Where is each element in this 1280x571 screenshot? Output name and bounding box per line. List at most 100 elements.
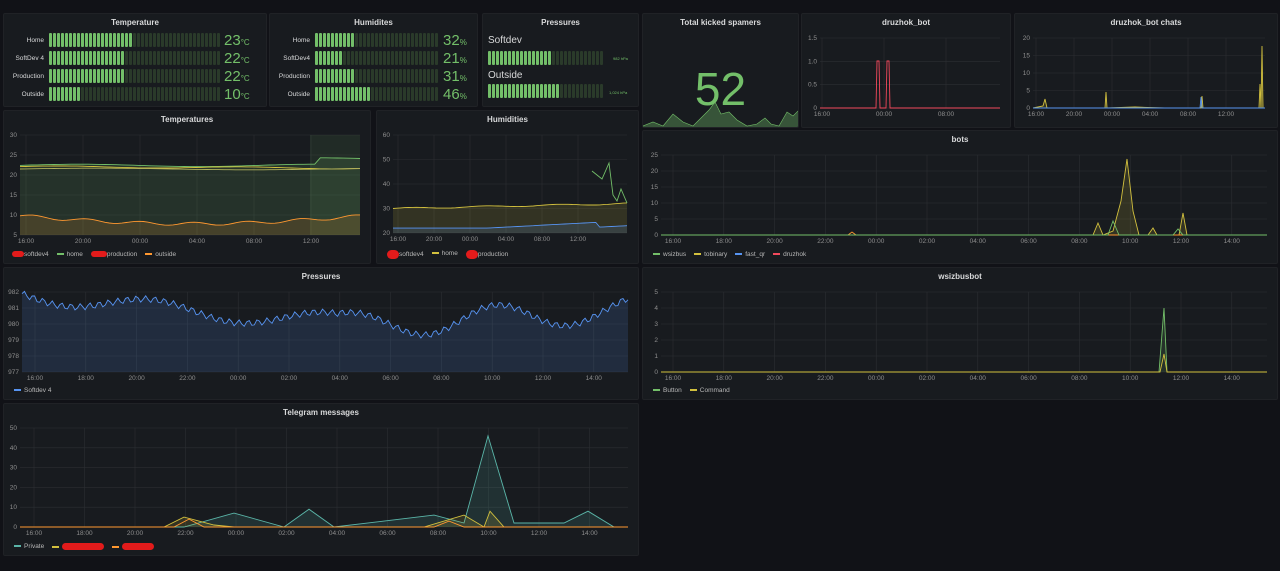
- legend-item-softdev4[interactable]: softdev4: [387, 250, 424, 259]
- x-tick-label: 04:00: [189, 238, 206, 245]
- legend-item-home[interactable]: home: [431, 250, 458, 259]
- y-tick-label: 30: [10, 465, 18, 472]
- legend-item-wsizbus[interactable]: wsizbus: [653, 251, 686, 258]
- kicked-spamers-stat-panel[interactable]: Total kicked spamers 52: [642, 13, 799, 128]
- gauge-value: 46%: [443, 86, 467, 103]
- gauge-value: 10°C: [224, 86, 250, 103]
- legend-item-tobinary[interactable]: tobinary: [694, 251, 727, 258]
- x-tick-label: 08:00: [433, 375, 450, 382]
- telegram-messages-chart: 50 40 30 20 10 0 16:00 18:00 20:00 22:00 00:00 02:0…: [10, 425, 628, 537]
- x-tick-label: 10:00: [480, 530, 497, 537]
- legend-item-production[interactable]: production: [90, 251, 137, 258]
- x-tick-label: 04:00: [498, 236, 515, 243]
- legend-item-softdev-4[interactable]: Softdev 4: [14, 387, 51, 394]
- y-tick-label: 40: [383, 181, 391, 188]
- chats-series-blue: [1033, 96, 1265, 109]
- x-tick-label: 08:00: [430, 530, 447, 537]
- gauge-label: Outside: [287, 91, 310, 98]
- y-tick-label: 25: [651, 152, 659, 159]
- wsizbusbot-chart: 5 4 3 2 1 0 16:00 18:00 20:00 22:00 00:00 02:00 04:0…: [654, 289, 1267, 382]
- x-tick-label: 14:00: [1224, 238, 1241, 245]
- y-tick-label: 981: [8, 305, 19, 312]
- x-tick-label: 00:00: [132, 238, 149, 245]
- legend-item-private[interactable]: Private: [14, 543, 44, 550]
- x-tick-label: 16:00: [26, 530, 43, 537]
- temps-outside: [19, 214, 360, 226]
- wsizbusbot-panel[interactable]: wsizbusbot 5 4 3 2 1 0 16:00 18:00 20:00 22:00 00:…: [642, 267, 1278, 400]
- gauge-value: 23°C: [224, 32, 250, 49]
- y-tick-label: 5: [654, 289, 658, 296]
- x-tick-label: 18:00: [716, 238, 733, 245]
- temps-softdev4: [19, 165, 361, 170]
- gauge-value: 31%: [443, 68, 467, 85]
- y-tick-label: 0: [1026, 105, 1030, 112]
- panel-title: Pressures: [301, 272, 341, 281]
- y-tick-label: 30: [383, 206, 391, 213]
- pressure-label-softdev: Softdev: [488, 35, 522, 46]
- y-tick-label: 25: [10, 152, 18, 159]
- x-tick-label: 22:00: [817, 375, 834, 382]
- x-tick-label: 18:00: [78, 375, 95, 382]
- humidities-panel[interactable]: Humidities 60 50 40 30 20 16:00 20:00 00:00 04:0…: [376, 110, 639, 264]
- bots-legend: wsizbus tobinary fast_qr druzhok: [653, 251, 806, 258]
- temperatures-panel[interactable]: Temperatures 30 25 20 15 10 5 16:00 20:00 00:00 0…: [3, 110, 371, 264]
- gauge-label: SoftDev 4: [15, 55, 44, 62]
- pressure-gauge-panel[interactable]: Pressures Softdev 982 hPa Outside 1,024 …: [482, 13, 639, 107]
- x-tick-label: 00:00: [462, 236, 479, 243]
- bots-panel[interactable]: bots 25 20 15 10 5 0 16:00 18:00 20:00 22:00 00:00…: [642, 130, 1278, 264]
- x-tick-label: 18:00: [76, 530, 93, 537]
- x-tick-label: 08:00: [938, 111, 955, 118]
- y-tick-label: 977: [8, 369, 19, 376]
- gauge-row: Home 23°C: [4, 32, 266, 49]
- druzhok-chats-panel[interactable]: druzhok_bot chats 20 15 10 5 0 16:00 20:00 00:0…: [1014, 13, 1278, 128]
- y-tick-label: 20: [10, 172, 18, 179]
- legend-item-druzhok[interactable]: druzhok: [773, 251, 806, 258]
- legend-item-redacted-1[interactable]: [52, 543, 105, 550]
- x-tick-label: 16:00: [665, 238, 682, 245]
- humidities-legend: softdev4 home production: [387, 250, 508, 259]
- x-tick-label: 02:00: [919, 238, 936, 245]
- gauge-row: SoftDev4 21%: [270, 50, 477, 67]
- telegram-messages-panel[interactable]: Telegram messages 50 40 30 20 10 0 16:00 18:00 2…: [3, 403, 639, 556]
- legend-item-softdev4[interactable]: softdev4: [12, 251, 49, 258]
- panel-title: Humidites: [354, 18, 393, 27]
- x-tick-label: 02:00: [281, 375, 298, 382]
- x-tick-label: 16:00: [18, 238, 35, 245]
- x-tick-label: 16:00: [390, 236, 407, 243]
- gauge-value: 21%: [443, 50, 467, 67]
- legend-item-home[interactable]: home: [56, 251, 83, 258]
- panel-title: Temperature: [111, 18, 159, 27]
- legend-item-fast-qr[interactable]: fast_qr: [735, 251, 765, 258]
- gauge-value: 22°C: [224, 68, 250, 85]
- temperature-gauge-panel[interactable]: Temperature Home 23°C SoftDev 4 22°C Product…: [3, 13, 267, 107]
- gauge-row: Production 31%: [270, 68, 477, 85]
- telegram-private-area: [20, 435, 628, 527]
- legend-item-command[interactable]: Command: [689, 387, 730, 394]
- y-tick-label: 979: [8, 337, 19, 344]
- pressure-bar-softdev: [488, 51, 603, 65]
- gauge-bar: [49, 51, 220, 65]
- legend-item-redacted-2[interactable]: [112, 543, 155, 550]
- gauge-row: Outside 10°C: [4, 86, 266, 103]
- x-tick-label: 08:00: [246, 238, 263, 245]
- druzhok-chats-chart: 20 15 10 5 016:00 20:00 00:00 04:00 08:00 12:00: [1023, 35, 1265, 118]
- temperatures-chart: 30 25 20 15 10 516:00 20:00 00:00 04:00 08:00 12:0…: [10, 132, 361, 245]
- legend-item-outside[interactable]: outside: [145, 251, 176, 258]
- x-tick-label: 00:00: [230, 375, 247, 382]
- legend-item-production[interactable]: production: [465, 250, 508, 259]
- telegram-series-3: [20, 518, 628, 528]
- panel-title: Pressures: [541, 18, 580, 27]
- x-tick-label: 00:00: [868, 375, 885, 382]
- x-tick-label: 04:00: [332, 375, 349, 382]
- x-tick-label: 12:00: [531, 530, 548, 537]
- druzhok-bot-panel[interactable]: druzhok_bot 1.5 1.0 0.5 0 16:00 00:00 08:00: [801, 13, 1011, 128]
- x-tick-label: 16:00: [814, 111, 831, 118]
- panel-title: druzhok_bot chats: [1110, 18, 1182, 27]
- bots-chart: 25 20 15 10 5 0 16:00 18:00 20:00 22:00 00:00 02:00…: [651, 152, 1267, 245]
- hums-home: [392, 202, 628, 209]
- y-tick-label: 10: [10, 504, 18, 511]
- y-tick-label: 30: [10, 132, 18, 139]
- pressures-panel[interactable]: Pressures 982 981 980 979 978 977 16:00 18:00 20…: [3, 267, 639, 400]
- legend-item-button[interactable]: Button: [653, 387, 682, 394]
- humidity-gauge-panel[interactable]: Humidites Home 32% SoftDev4 21% Production 31…: [269, 13, 478, 107]
